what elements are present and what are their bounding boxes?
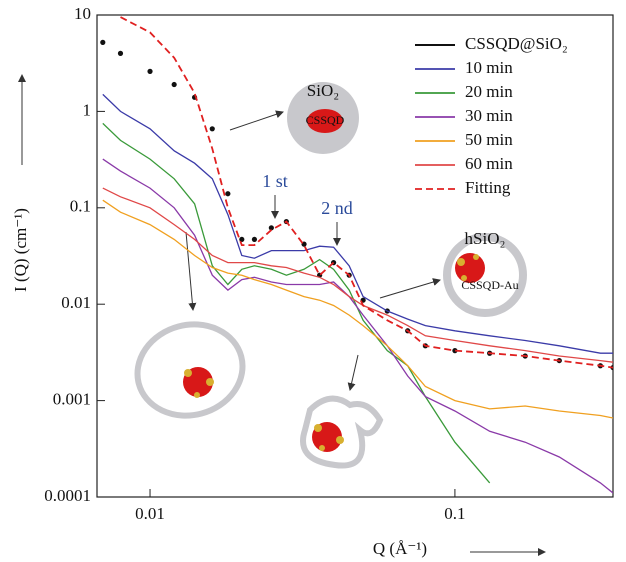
ellipse-inset bbox=[134, 321, 246, 419]
annotation: SiO₂ bbox=[307, 81, 339, 100]
y-tick-label: 0.0001 bbox=[44, 486, 91, 505]
legend-label: 10 min bbox=[465, 58, 513, 77]
y-axis-label: I (Q) (cm⁻¹) bbox=[11, 208, 30, 292]
core-inset bbox=[307, 109, 343, 133]
data-point bbox=[117, 50, 124, 56]
arrow bbox=[229, 110, 284, 131]
data-point bbox=[209, 126, 215, 132]
deformed-inset bbox=[300, 395, 384, 469]
data-point bbox=[268, 225, 274, 231]
au-dot bbox=[461, 275, 467, 281]
series-line bbox=[102, 199, 613, 419]
plot-area bbox=[100, 16, 613, 494]
annotation: hSiO₂ bbox=[465, 229, 506, 248]
y-tick-label: 10 bbox=[74, 4, 91, 23]
insets bbox=[18, 74, 546, 556]
data-point bbox=[251, 236, 258, 243]
legend-label: Fitting bbox=[465, 178, 511, 197]
data-point bbox=[147, 68, 153, 74]
annotation: CSSQD bbox=[306, 113, 345, 127]
data-point bbox=[225, 191, 231, 197]
series-line bbox=[102, 122, 491, 484]
au-dot bbox=[194, 392, 200, 398]
au-dot bbox=[314, 424, 322, 432]
data-point bbox=[239, 236, 245, 243]
au-dot bbox=[206, 378, 214, 386]
legend-label: CSSQD@SiO₂ bbox=[465, 34, 568, 53]
annotation: CSSQD-Au bbox=[461, 278, 518, 292]
data-point bbox=[171, 81, 177, 88]
arrow bbox=[185, 231, 197, 311]
x-tick-label: 0.01 bbox=[135, 504, 165, 523]
y-tick-label: 1 bbox=[83, 100, 92, 119]
data-point bbox=[100, 39, 106, 45]
au-dot bbox=[319, 445, 325, 451]
plot-frame bbox=[96, 14, 614, 498]
legend-label: 20 min bbox=[465, 82, 513, 101]
x-tick-label: 0.1 bbox=[444, 504, 465, 523]
legend-label: 50 min bbox=[465, 130, 513, 149]
legend-label: 60 min bbox=[465, 154, 513, 173]
au-dot bbox=[184, 369, 192, 377]
au-dot bbox=[336, 436, 344, 444]
series-line bbox=[102, 158, 613, 494]
x-axis-label: Q (Å⁻¹) bbox=[373, 539, 427, 558]
series-line bbox=[102, 93, 613, 354]
arrow bbox=[347, 354, 359, 391]
y-tick-label: 0.1 bbox=[70, 197, 91, 216]
data-point bbox=[452, 348, 458, 354]
au-dot bbox=[473, 254, 479, 260]
arrow bbox=[379, 278, 441, 299]
legend-label: 30 min bbox=[465, 106, 513, 125]
annotation: 1 st bbox=[262, 171, 288, 191]
series-line bbox=[102, 187, 613, 363]
hollow-inset bbox=[443, 233, 527, 317]
series-line bbox=[120, 16, 613, 369]
y-tick-label: 0.001 bbox=[53, 390, 91, 409]
y-tick-label: 0.01 bbox=[61, 293, 91, 312]
au-dot bbox=[457, 258, 465, 266]
annotation: 2 nd bbox=[321, 198, 353, 218]
